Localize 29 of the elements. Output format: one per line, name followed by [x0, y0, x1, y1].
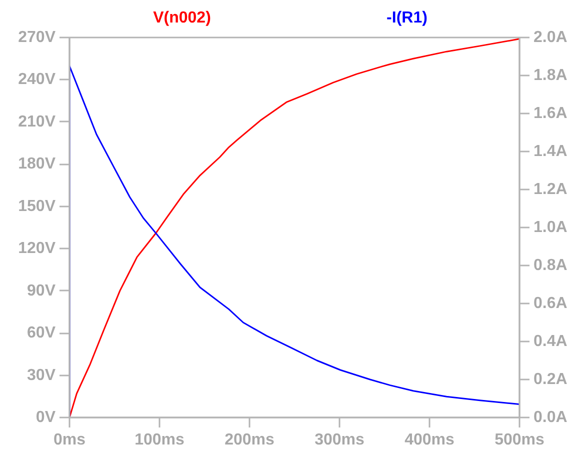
x-tick-label: 400ms [404, 432, 455, 448]
y2-tick-label: 1.2A [534, 181, 568, 198]
text: V(n002) [153, 10, 211, 27]
y-tick-label: 210V [18, 113, 56, 130]
y-tick-label: 270V [18, 29, 56, 46]
x-tick-label: 100ms [134, 432, 185, 448]
x-tick-label: 200ms [224, 432, 275, 448]
y-tick-label: 90V [27, 282, 56, 300]
text: -I(R1) [386, 10, 428, 27]
y2-tick-label: 1.6A [534, 105, 568, 122]
y-tick-label: 240V [18, 71, 56, 88]
y-tick-label: 0V [36, 409, 56, 426]
x-tick-label: 500ms [494, 432, 545, 448]
x-tick-label: 300ms [314, 432, 365, 448]
y-tick-label: 150V [18, 198, 56, 215]
y2-tick-label: 1.8A [534, 67, 568, 84]
y2-tick-label: 0.2A [534, 371, 568, 388]
y2-tick-label: 0.4A [534, 333, 568, 350]
y2-tick-label: 2.0A [534, 29, 568, 46]
y-tick-label: 120V [18, 240, 56, 258]
y2-tick-label: 1.0A [534, 219, 568, 236]
y-tick-label: 180V [18, 156, 56, 173]
y-tick-label: 30V [27, 366, 56, 384]
y2-tick-label: 0.6A [534, 295, 568, 312]
y-tick-label: 60V [27, 324, 56, 342]
x-tick-label: 0ms [53, 432, 86, 448]
y2-tick-label: 1.4A [534, 143, 568, 160]
y2-tick-label: 0.8A [534, 257, 568, 274]
y2-tick-label: 0.0A [534, 409, 568, 426]
